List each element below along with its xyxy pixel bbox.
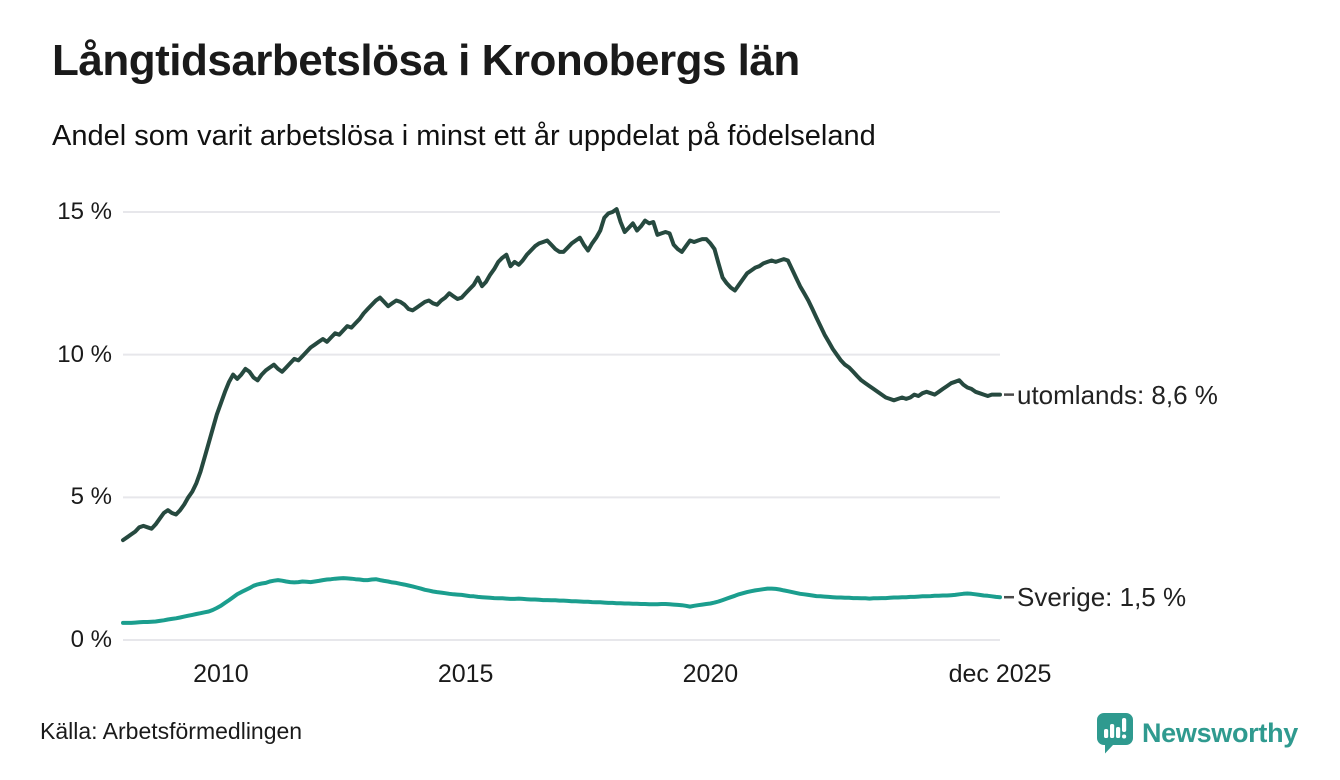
newsworthy-bubble-chart-icon	[1096, 713, 1133, 754]
x-tick-label-2010: 2010	[193, 660, 249, 688]
page-title: Långtidsarbetslösa i Kronobergs län	[52, 36, 800, 85]
source-note: Källa: Arbetsförmedlingen	[40, 718, 303, 744]
y-tick-label-5: 5 %	[70, 483, 112, 511]
newsworthy-wordmark: Newsworthy	[1141, 718, 1298, 748]
page-subtitle: Andel som varit arbetslösa i minst ett å…	[52, 120, 876, 152]
y-tick-label-0: 0 %	[70, 626, 112, 653]
y-tick-label-10: 10 %	[57, 340, 112, 368]
x-tick-label-dec-2025: dec 2025	[948, 660, 1052, 688]
x-tick-label-2020: 2020	[682, 660, 739, 688]
series-label-sverige: Sverige: 1,5 %	[1017, 582, 1187, 613]
y-tick-label-15: 15 %	[57, 198, 112, 225]
newsworthy-logo: Newsworthy	[1096, 712, 1298, 754]
series-label-utomlands: utomlands: 8,6 %	[1017, 379, 1218, 410]
x-tick-label-2015: 2015	[437, 660, 494, 688]
line-sverige	[121, 576, 1002, 625]
line-utomlands	[121, 207, 1002, 543]
